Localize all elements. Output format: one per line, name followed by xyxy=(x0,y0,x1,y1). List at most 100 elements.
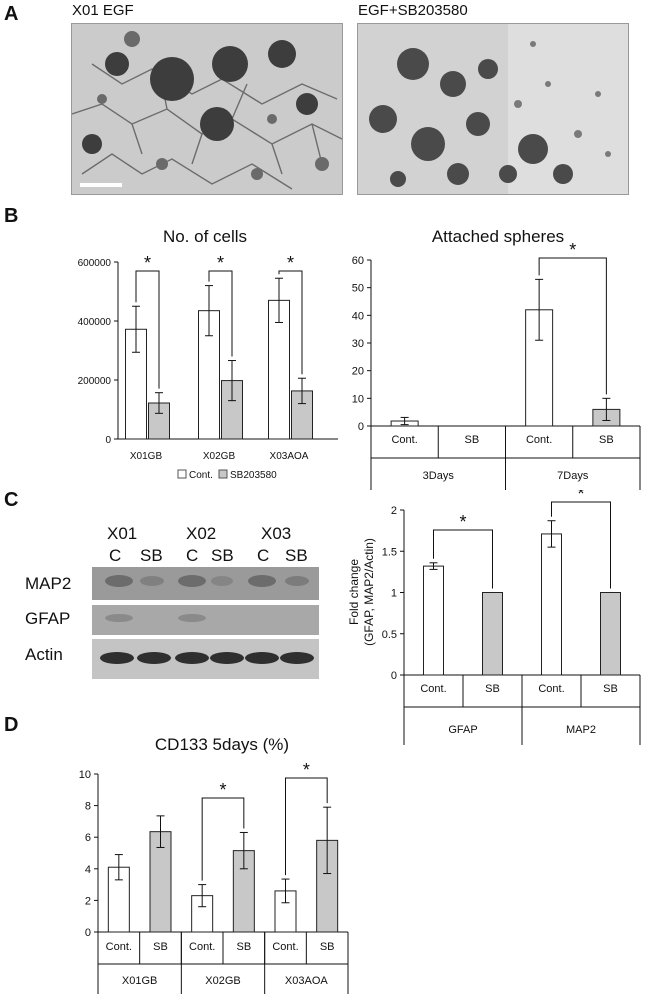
fold-y-tick-label: 1 xyxy=(391,588,397,600)
fold-significance-star: * xyxy=(577,490,584,504)
cells-significance-star: * xyxy=(287,253,294,273)
cells-legend-swatch-sb xyxy=(218,469,228,479)
cd133-y-tick-label: 8 xyxy=(85,801,91,813)
cd133-category-label: Cont. xyxy=(106,941,132,953)
cells-legend-label-cont: Cont. xyxy=(189,470,213,481)
blot-row-map2: MAP2 xyxy=(25,574,72,593)
cd133-category-label: SB xyxy=(236,941,251,953)
cells-x-tick-label: X03AOA xyxy=(270,451,309,462)
chart-cells-title: No. of cells xyxy=(163,227,247,246)
panel-letter-d: D xyxy=(4,714,19,736)
cells-y-tick-label: 200000 xyxy=(78,376,112,387)
photo-right-label: EGF+SB203580 xyxy=(358,2,468,19)
chart-cd133-title: CD133 5days (%) xyxy=(155,735,289,754)
chart-spheres: Attached spheres 0 10 20 30 40 50 60 Cont. SB Con… xyxy=(352,227,641,490)
micrograph-egf-image xyxy=(72,24,342,194)
spheres-y-tick-label: 0 xyxy=(358,421,364,433)
panel-letter-c: C xyxy=(4,489,19,511)
cd133-group-label: X02GB xyxy=(205,975,240,987)
fold-significance xyxy=(433,529,493,589)
cells-legend-label-sb: SB203580 xyxy=(230,470,277,481)
cd133-significance-star: * xyxy=(303,760,310,780)
fold-category-label: SB xyxy=(485,683,500,695)
panel-letter-b: B xyxy=(4,205,19,227)
cd133-group-label: X03AOA xyxy=(285,975,328,987)
blot-row-actin: Actin xyxy=(25,645,63,664)
blot-lane-2: SB xyxy=(140,546,163,565)
cd133-significance xyxy=(201,797,245,881)
micrograph-egf xyxy=(71,23,343,195)
fold-y-tick-label: 1.5 xyxy=(382,546,397,558)
cd133-y-tick-label: 0 xyxy=(85,927,91,939)
cd133-group-label: X01GB xyxy=(122,975,157,987)
spheres-y-tick-label: 10 xyxy=(352,393,364,405)
micrograph-sb-image xyxy=(358,24,628,194)
cells-significance xyxy=(278,270,303,375)
spheres-category-label: SB xyxy=(599,434,614,446)
cells-x-tick-label: X02GB xyxy=(203,451,236,462)
cd133-category-label: SB xyxy=(153,941,168,953)
spheres-group-label: 7Days xyxy=(557,470,589,482)
spheres-y-tick-label: 50 xyxy=(352,283,364,295)
chart-spheres-title: Attached spheres xyxy=(432,227,564,246)
western-blot xyxy=(92,567,319,679)
cd133-y-tick-label: 10 xyxy=(79,769,91,781)
fold-bar xyxy=(482,592,503,676)
micrograph-sb xyxy=(357,23,629,195)
spheres-significance-star: * xyxy=(569,240,576,260)
fold-y-tick-label: 2 xyxy=(391,505,397,517)
blot-lane-5: C xyxy=(257,546,270,565)
fold-category-label: SB xyxy=(603,683,618,695)
photo-left-label: X01 EGF xyxy=(72,2,134,19)
spheres-category-label: Cont. xyxy=(391,434,417,446)
spheres-y-tick-label: 60 xyxy=(352,255,364,267)
blot-lane-6: SB xyxy=(285,546,308,565)
cells-significance-star: * xyxy=(144,253,151,273)
blot-lane-4: SB xyxy=(211,546,234,565)
cd133-significance xyxy=(285,777,328,876)
cd133-category-label: SB xyxy=(320,941,335,953)
panel-letter-a: A xyxy=(4,3,19,25)
blot-lane-3: C xyxy=(186,546,199,565)
chart-fold: 0 0.5 1 1.5 2 Cont. SB Cont. SB GFAP MAP2 * * Fold ch… xyxy=(347,490,641,745)
cells-legend-swatch-cont xyxy=(177,469,187,479)
actin-bands xyxy=(100,652,314,664)
map2-bands xyxy=(105,575,309,587)
fold-group-label: GFAP xyxy=(448,724,477,736)
spheres-y-tick-label: 20 xyxy=(352,366,364,378)
chart-cells: No. of cells 0 200000 400000 600000 X01GB * X0… xyxy=(78,227,338,481)
cd133-y-tick-label: 2 xyxy=(85,895,91,907)
cells-significance xyxy=(135,270,160,389)
cells-y-tick-label: 600000 xyxy=(78,258,112,269)
cd133-y-tick-label: 4 xyxy=(85,864,91,876)
gfap-bands xyxy=(105,614,206,622)
blot-sample-x02: X02 xyxy=(186,524,217,543)
cells-y-tick-label: 400000 xyxy=(78,317,112,328)
cd133-category-label: Cont. xyxy=(272,941,298,953)
chart-cd133: CD133 5days (%) 0 2 4 6 8 10 Cont. SB Cont. SB Con… xyxy=(79,735,349,994)
fold-category-label: Cont. xyxy=(420,683,446,695)
spheres-y-tick-label: 40 xyxy=(352,310,364,322)
fold-category-label: Cont. xyxy=(538,683,564,695)
fold-bar xyxy=(423,565,444,676)
fold-y-tick-label: 0.5 xyxy=(382,629,397,641)
spheres-significance xyxy=(538,257,607,395)
fold-y-label-2: (GFAP, MAP2/Actin) xyxy=(362,538,376,646)
cd133-category-label: Cont. xyxy=(189,941,215,953)
cells-x-tick-label: X01GB xyxy=(130,451,163,462)
cd133-significance-star: * xyxy=(219,780,226,800)
fold-significance xyxy=(551,501,611,589)
spheres-category-label: SB xyxy=(465,434,480,446)
fold-y-tick-label: 0 xyxy=(391,670,397,682)
blot-lane-1: C xyxy=(109,546,122,565)
cells-significance-star: * xyxy=(217,253,224,273)
blot-sample-x03: X03 xyxy=(261,524,292,543)
fold-significance-star: * xyxy=(459,512,466,532)
fold-bar xyxy=(600,592,621,676)
spheres-group-label: 3Days xyxy=(423,470,455,482)
blot-row-gfap: GFAP xyxy=(25,609,71,628)
scale-bar xyxy=(80,183,122,187)
blot-sample-x01: X01 xyxy=(107,524,138,543)
cells-significance xyxy=(208,270,233,357)
fold-group-label: MAP2 xyxy=(566,724,596,736)
